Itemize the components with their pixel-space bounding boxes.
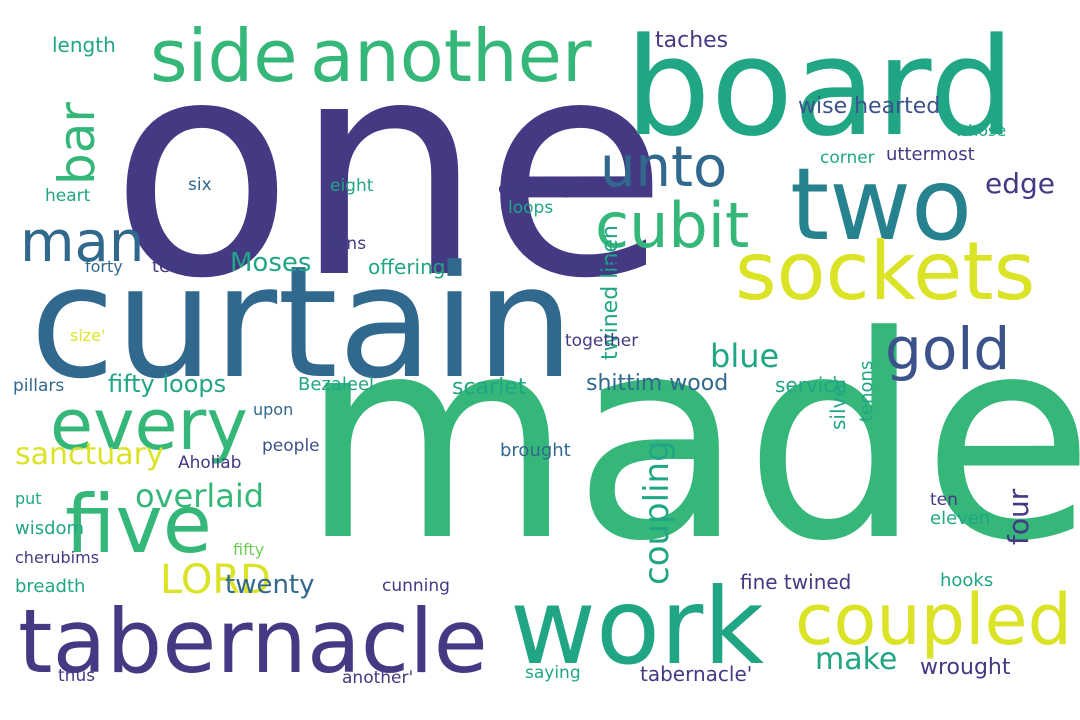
word-ten: ten <box>930 490 958 510</box>
word-lord: LORD <box>160 557 271 603</box>
word-tenons: tenons <box>856 360 877 422</box>
word-wisdom: wisdom <box>15 518 85 539</box>
word-two: two <box>790 146 973 263</box>
word-put: put <box>15 489 42 508</box>
word-board: board <box>625 9 1015 166</box>
word-fine-twined: fine twined <box>740 570 852 594</box>
word-taches: taches <box>655 28 729 53</box>
word-eleven: eleven <box>930 508 991 529</box>
word-cubit: cubit <box>595 189 750 262</box>
word-moses: Moses <box>230 248 312 278</box>
word-five: five <box>65 478 212 571</box>
word-cherubims: cherubims <box>15 548 100 567</box>
word-cunning: cunning <box>382 576 450 596</box>
word-whose: whose <box>955 121 1007 140</box>
word-tent: tent <box>152 256 189 277</box>
word-bar: bar <box>48 102 106 185</box>
word-overlaid: overlaid <box>135 477 265 515</box>
word-sanctuary: sanctuary <box>15 437 164 472</box>
word-curtain: curtain <box>30 232 575 413</box>
word-make: make <box>815 642 898 677</box>
word-saying: saying <box>525 663 581 683</box>
word-fifty-loops: fifty loops <box>108 370 227 398</box>
word-corner: corner <box>820 148 875 168</box>
word-sockets: sockets <box>735 225 1036 318</box>
word-one: one <box>110 0 669 344</box>
word-coupling: coupling <box>637 440 677 585</box>
word-brought: brought <box>500 440 571 461</box>
word-scarlet: scarlet <box>452 375 527 400</box>
word-unto: unto <box>600 135 728 200</box>
word-loops: loops <box>508 198 554 218</box>
word-every: every <box>50 384 248 466</box>
word-forty: forty <box>85 257 123 276</box>
word-breadth: breadth <box>15 576 86 597</box>
word-gold: gold <box>885 315 1011 383</box>
word-together: together <box>565 331 639 351</box>
word-pillars: pillars <box>13 376 65 396</box>
word-offering: offering <box>368 255 446 279</box>
word-people: people <box>262 436 320 456</box>
word-shittim-wood: shittim wood <box>586 371 729 396</box>
word-another-apos: another' <box>342 668 414 688</box>
word-another: another <box>310 14 592 98</box>
word-twenty: twenty <box>225 570 315 600</box>
word-six: six <box>188 175 212 195</box>
word-fifty: fifty <box>233 540 265 559</box>
word-coupled: coupled <box>795 579 1073 661</box>
word-tabernacle-apos: tabernacle' <box>640 662 753 686</box>
word-work: work <box>510 566 765 688</box>
word-aholiab: Aholiab <box>178 453 242 473</box>
word-four: four <box>1002 488 1035 545</box>
word-covering: covering <box>498 179 572 199</box>
word-eight: eight <box>330 176 374 196</box>
word-hooks: hooks <box>940 570 994 591</box>
word-man: man <box>20 210 145 275</box>
word-skins: skins <box>323 234 367 254</box>
word-thus: thus <box>58 666 96 686</box>
word-heart: heart <box>45 186 91 206</box>
word-wise-hearted: wise hearted <box>798 94 941 119</box>
word-purple: purple <box>565 253 623 274</box>
word-side: side <box>150 14 298 98</box>
word-edge: edge <box>985 167 1055 200</box>
word-size-apos: size' <box>70 326 106 345</box>
word-blue: blue <box>710 337 780 375</box>
word-wrought: wrought <box>920 655 1011 680</box>
word-bezaleel: Bezaleel <box>298 374 375 395</box>
word-made: made <box>300 277 1080 603</box>
word-service: service <box>775 373 847 397</box>
word-length: length <box>52 33 116 57</box>
word-upon: upon <box>253 400 294 419</box>
word-tabernacle: tabernacle <box>18 590 488 693</box>
word-uttermost: uttermost <box>886 144 975 165</box>
